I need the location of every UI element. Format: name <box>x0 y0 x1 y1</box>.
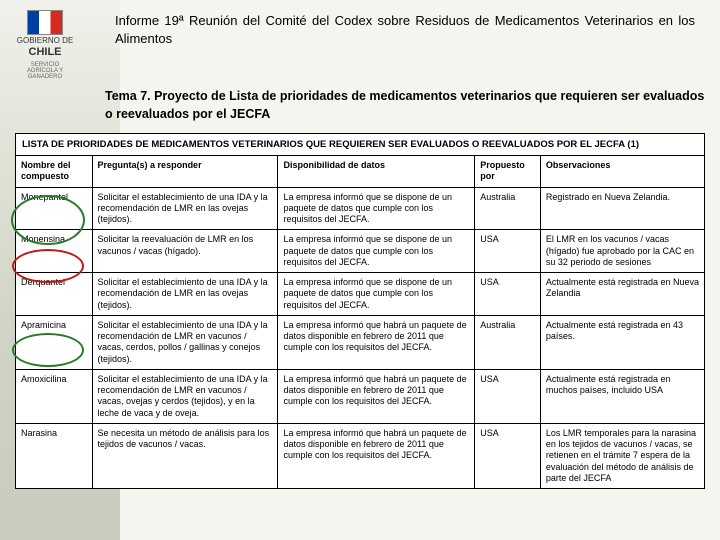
cell-nombre: Monepantel <box>16 187 93 230</box>
cell-pregunta: Solicitar el establecimiento de una IDA … <box>92 187 278 230</box>
shield-icon <box>27 10 63 35</box>
cell-obs: Los LMR temporales para la narasina en l… <box>540 423 704 488</box>
cell-pregunta: Se necesita un método de análisis para l… <box>92 423 278 488</box>
cell-nombre: Narasina <box>16 423 93 488</box>
col-header-propuesto: Propuesto por <box>475 156 541 188</box>
cell-nombre: Derquantel <box>16 273 93 316</box>
cell-dispon: La empresa informó que se dispone de un … <box>278 273 475 316</box>
cell-dispon: La empresa informó que se dispone de un … <box>278 230 475 273</box>
table-row: Amoxicilina Solicitar el establecimiento… <box>16 369 705 423</box>
table-row: Monensina Solicitar la reevaluación de L… <box>16 230 705 273</box>
cell-prop: Australia <box>475 315 541 369</box>
title-block: Informe 19ª Reunión del Comité del Codex… <box>85 10 705 48</box>
table-caption: LISTA DE PRIORIDADES DE MEDICAMENTOS VET… <box>15 133 705 155</box>
table-row: Narasina Se necesita un método de anális… <box>16 423 705 488</box>
table-row: Derquantel Solicitar el establecimiento … <box>16 273 705 316</box>
col-header-nombre: Nombre del compuesto <box>16 156 93 188</box>
col-header-obs: Observaciones <box>540 156 704 188</box>
logo-subtext: SERVICIO AGRÍCOLA Y GANADERO <box>15 62 75 80</box>
page-subtitle: Tema 7. Proyecto de Lista de prioridades… <box>105 88 705 123</box>
col-header-pregunta: Pregunta(s) a responder <box>92 156 278 188</box>
cell-prop: USA <box>475 230 541 273</box>
cell-nombre: Apramicina <box>16 315 93 369</box>
cell-pregunta: Solicitar el establecimiento de una IDA … <box>92 369 278 423</box>
cell-obs: Actualmente está registrada en muchos pa… <box>540 369 704 423</box>
cell-obs: El LMR en los vacunos / vacas (hígado) f… <box>540 230 704 273</box>
cell-prop: USA <box>475 273 541 316</box>
table-body: Monepantel Solicitar el establecimiento … <box>16 187 705 489</box>
col-header-dispon: Disponibilidad de datos <box>278 156 475 188</box>
cell-prop: Australia <box>475 187 541 230</box>
cell-prop: USA <box>475 423 541 488</box>
cell-nombre: Monensina <box>16 230 93 273</box>
cell-pregunta: Solicitar la reevaluación de LMR en los … <box>92 230 278 273</box>
table-container: LISTA DE PRIORIDADES DE MEDICAMENTOS VET… <box>15 133 705 489</box>
cell-obs: Actualmente está registrada en 43 países… <box>540 315 704 369</box>
cell-dispon: La empresa informó que habrá un paquete … <box>278 315 475 369</box>
cell-dispon: La empresa informó que se dispone de un … <box>278 187 475 230</box>
logo-name: CHILE <box>29 46 62 58</box>
cell-dispon: La empresa informó que habrá un paquete … <box>278 423 475 488</box>
cell-pregunta: Solicitar el establecimiento de una IDA … <box>92 273 278 316</box>
priority-table: Nombre del compuesto Pregunta(s) a respo… <box>15 155 705 489</box>
page-content: GOBIERNO DE CHILE SERVICIO AGRÍCOLA Y GA… <box>0 0 720 499</box>
cell-dispon: La empresa informó que habrá un paquete … <box>278 369 475 423</box>
cell-pregunta: Solicitar el establecimiento de una IDA … <box>92 315 278 369</box>
page-title: Informe 19ª Reunión del Comité del Codex… <box>85 12 705 48</box>
chile-gov-logo: GOBIERNO DE CHILE SERVICIO AGRÍCOLA Y GA… <box>15 10 75 80</box>
table-row: Apramicina Solicitar el establecimiento … <box>16 315 705 369</box>
cell-obs: Registrado en Nueva Zelandia. <box>540 187 704 230</box>
table-row: Monepantel Solicitar el establecimiento … <box>16 187 705 230</box>
cell-prop: USA <box>475 369 541 423</box>
logo-country: GOBIERNO DE <box>17 37 73 46</box>
header-row: GOBIERNO DE CHILE SERVICIO AGRÍCOLA Y GA… <box>15 10 705 80</box>
table-header-row: Nombre del compuesto Pregunta(s) a respo… <box>16 156 705 188</box>
cell-obs: Actualmente está registrada en Nueva Zel… <box>540 273 704 316</box>
cell-nombre: Amoxicilina <box>16 369 93 423</box>
